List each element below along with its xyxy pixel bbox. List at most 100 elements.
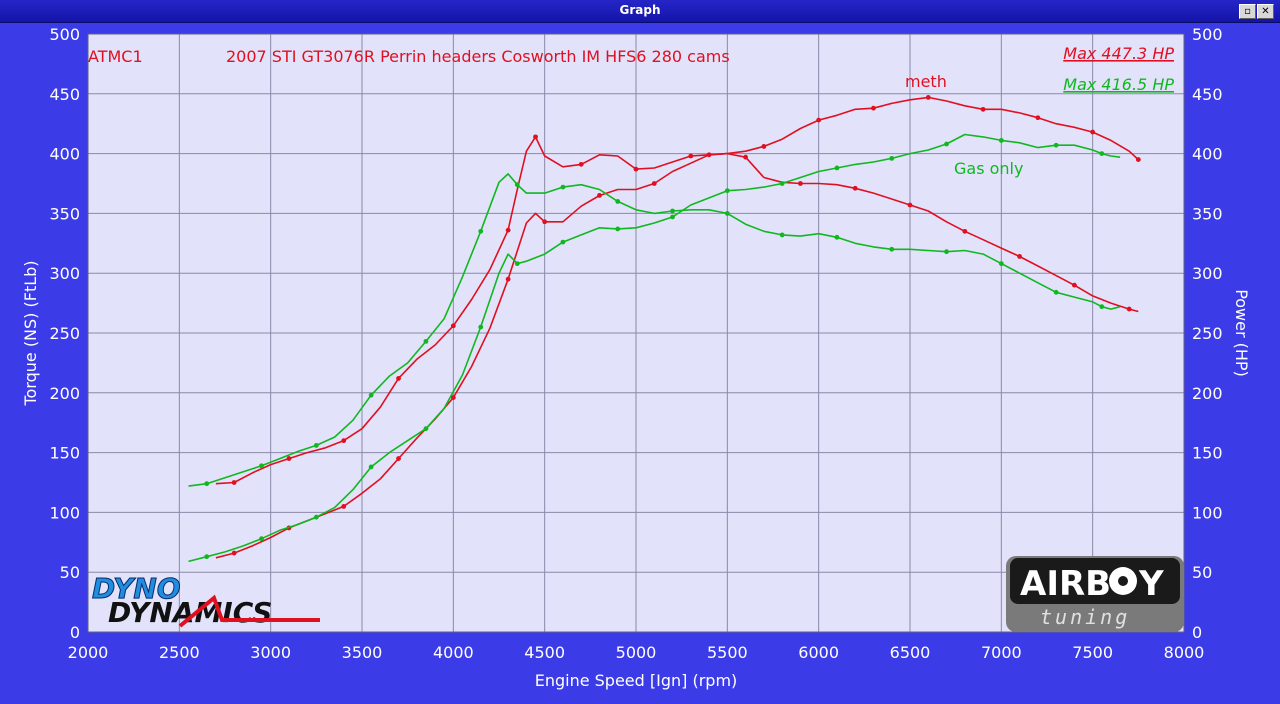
data-point-meth-power	[816, 117, 822, 123]
data-point-meth-torque	[286, 456, 292, 461]
data-point-gas-torque	[889, 246, 895, 252]
x-tick-label: 4000	[433, 643, 474, 662]
x-tick-label: 6500	[890, 643, 931, 662]
x-tick-label: 3500	[342, 643, 383, 662]
x-tick-label: 2500	[159, 643, 200, 662]
data-point-meth-torque	[743, 154, 748, 160]
y-tick-label-right: 150	[1192, 444, 1223, 463]
svg-text:Y: Y	[1138, 564, 1164, 604]
data-point-meth-torque	[341, 438, 347, 444]
data-point-meth-torque	[688, 153, 694, 159]
data-point-gas-power	[944, 141, 949, 147]
data-point-gas-torque	[1099, 304, 1105, 310]
data-point-gas-torque	[779, 232, 785, 238]
data-point-gas-torque	[1053, 289, 1059, 295]
data-point-gas-power	[615, 226, 621, 232]
data-point-gas-power	[514, 261, 520, 267]
y-tick-label-right: 350	[1192, 204, 1223, 223]
x-tick-label: 2000	[68, 643, 109, 662]
data-point-meth-torque	[852, 185, 858, 191]
data-point-gas-torque	[560, 184, 566, 190]
series-layer	[188, 94, 1141, 563]
data-point-gas-torque	[834, 234, 840, 240]
data-point-gas-power	[368, 464, 374, 470]
y-tick-label-left: 50	[60, 563, 80, 582]
plot-border	[87, 33, 1185, 633]
data-point-gas-power	[204, 554, 210, 560]
data-point-meth-power	[980, 106, 986, 112]
data-point-gas-power	[478, 324, 484, 330]
annotation-gas-only: Gas only	[954, 159, 1023, 178]
y-tick-label-right: 200	[1192, 384, 1223, 403]
data-point-gas-torque	[423, 338, 429, 344]
y-tick-label-left: 0	[70, 623, 80, 642]
annotation-meth: meth	[905, 72, 947, 91]
data-point-meth-power	[341, 504, 347, 509]
data-point-meth-power	[1090, 129, 1096, 135]
data-point-meth-torque	[1017, 254, 1022, 259]
data-point-meth-torque	[450, 323, 456, 329]
legend-gas-max: Max 416.5 HP	[1063, 75, 1174, 94]
svg-text:AIRB: AIRB	[1020, 564, 1111, 604]
y-tick-label-left: 450	[49, 85, 80, 104]
restore-button[interactable]: ▫	[1239, 4, 1256, 19]
data-point-meth-power	[505, 276, 511, 282]
data-point-gas-torque	[478, 228, 484, 234]
data-point-meth-power	[542, 219, 548, 225]
y-tick-label-left: 200	[49, 384, 80, 403]
data-point-meth-power	[597, 193, 602, 198]
data-point-gas-power	[1099, 151, 1105, 157]
x-tick-label: 7500	[1072, 643, 1113, 662]
y-tick-label-left: 250	[49, 324, 80, 343]
data-point-meth-torque	[505, 227, 511, 233]
y-tick-label-left: 400	[49, 145, 80, 164]
y-tick-label-left: 350	[49, 204, 80, 223]
data-point-meth-torque	[798, 181, 803, 186]
data-point-meth-power	[396, 456, 401, 461]
data-point-gas-torque	[259, 463, 264, 469]
data-point-meth-torque	[1126, 306, 1132, 312]
legend-meth-max: Max 447.3 HP	[1063, 44, 1174, 63]
x-tick-label: 6000	[798, 643, 839, 662]
y-tick-label-right: 0	[1192, 623, 1202, 642]
data-point-meth-torque	[578, 161, 584, 167]
close-button[interactable]: ✕	[1257, 4, 1274, 19]
title-bar[interactable]: Graph ▫ ✕	[0, 0, 1280, 23]
svg-text:tuning: tuning	[1040, 605, 1130, 629]
data-point-gas-power	[998, 138, 1004, 143]
y-tick-label-right: 400	[1192, 145, 1223, 164]
x-tick-label: 5500	[707, 643, 748, 662]
svg-text:DYNO: DYNO	[92, 572, 181, 605]
data-point-meth-torque	[231, 480, 237, 485]
y-axis-left-label: Torque (NS) (FtLb)	[21, 260, 40, 406]
data-point-gas-torque	[944, 249, 949, 255]
restore-icon: ▫	[1244, 6, 1251, 17]
series-line-meth-power	[215, 96, 1139, 559]
x-tick-label: 7000	[981, 643, 1022, 662]
y-tick-label-right: 300	[1192, 264, 1223, 283]
series-line-gas-torque	[188, 173, 1121, 487]
x-axis-label: Engine Speed [Ign] (rpm)	[535, 671, 738, 690]
y-tick-label-right: 500	[1192, 25, 1223, 44]
data-point-gas-torque	[313, 443, 319, 448]
data-point-gas-power	[423, 426, 429, 432]
y-tick-label-right: 450	[1192, 85, 1223, 104]
data-point-meth-torque	[396, 376, 401, 381]
data-point-gas-power	[724, 188, 730, 194]
series-line-meth-torque	[215, 136, 1139, 485]
data-point-meth-power	[925, 94, 931, 100]
y-tick-label-right: 100	[1192, 503, 1223, 522]
data-point-gas-power	[313, 514, 319, 520]
svg-text:DYNAMICS: DYNAMICS	[108, 596, 272, 629]
x-tick-label: 5000	[616, 643, 657, 662]
data-point-meth-torque	[633, 166, 639, 172]
data-point-meth-power	[1035, 115, 1041, 121]
y-tick-label-right: 250	[1192, 324, 1223, 343]
data-point-gas-power	[670, 214, 675, 220]
data-point-meth-power	[1135, 157, 1141, 162]
dyno-dynamics-logo: DYNO DYNAMICS	[92, 572, 320, 629]
data-point-gas-torque	[368, 392, 374, 398]
x-tick-label: 3000	[250, 643, 291, 662]
